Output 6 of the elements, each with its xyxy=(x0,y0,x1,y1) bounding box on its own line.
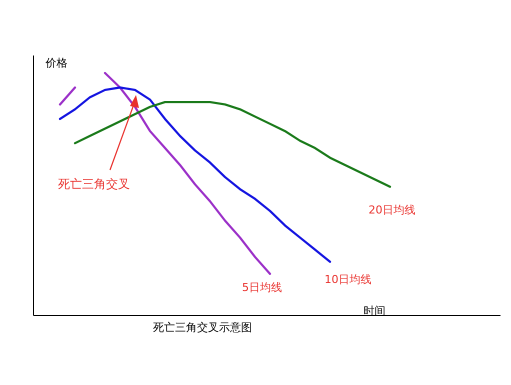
annotation: 死亡三角交叉 xyxy=(58,176,130,193)
series-label: 10日均线 xyxy=(324,272,372,286)
y-axis-title: 价格 xyxy=(44,56,68,70)
series-label: 5日均线 xyxy=(242,280,282,294)
text: 20日均线 xyxy=(368,204,416,217)
text: 死亡三角交叉示意图 xyxy=(153,321,252,334)
